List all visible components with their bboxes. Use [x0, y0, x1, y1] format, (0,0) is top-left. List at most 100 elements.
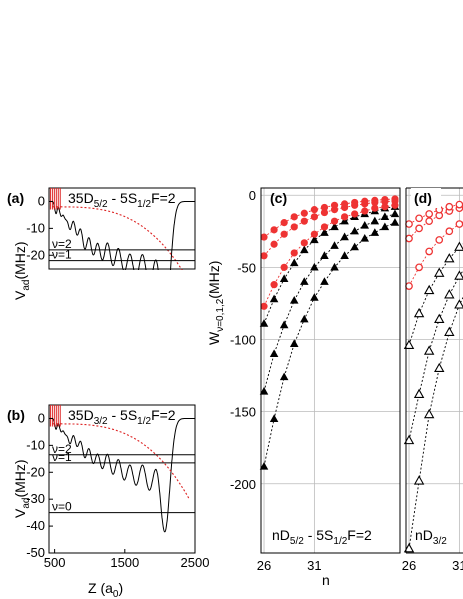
pc-data-point — [380, 212, 390, 221]
panel-a-title-sub2: 1/2 — [137, 199, 151, 210]
pd-data-point — [405, 282, 413, 290]
pc-data-point — [300, 245, 309, 254]
pb-xtick-label: 2500 — [181, 555, 210, 570]
pc-data-point — [270, 240, 278, 248]
pd-xtick-label: 26 — [402, 558, 416, 573]
pd-data-point — [454, 241, 463, 251]
panel-d-series — [403, 200, 463, 553]
pc-data-point — [269, 349, 279, 358]
pd-data-point — [423, 408, 435, 419]
pc-data-point — [269, 294, 279, 303]
pc-data-point — [280, 219, 288, 227]
panel-a-ylabel-sub: ad — [21, 280, 32, 291]
panel-d-ticks: 26 31 — [402, 558, 463, 573]
pd-data-point — [413, 475, 425, 485]
pd-data-point — [405, 220, 413, 228]
pc-data-point — [341, 213, 349, 221]
panel-d-grid — [406, 188, 463, 553]
pc-data-point — [330, 217, 339, 225]
pc-data-point — [269, 414, 279, 422]
pb-ytick-label: 0 — [38, 410, 45, 425]
pc-data-point — [279, 372, 289, 381]
pa-level-label: ν=1 — [52, 248, 72, 262]
pd-data-point — [415, 263, 423, 272]
pc-data-point — [351, 198, 359, 207]
panel-c-ylabel: Wν=0,1,2(MHz) — [206, 261, 226, 345]
pa-ytick-label: 0 — [38, 193, 45, 208]
pc-data-point — [330, 201, 339, 209]
panel-a-ylabel: Vad(MHz) — [12, 241, 32, 300]
pc-series-line — [263, 222, 396, 467]
pb-potential-curve — [49, 418, 195, 533]
pb-xtick-label: 500 — [44, 555, 66, 570]
panel-c-inset-main: nD — [272, 527, 290, 543]
pb-level-label: ν=2 — [52, 442, 72, 456]
pc-data-point — [320, 208, 329, 217]
panel-c-inset-mid: - 5S — [304, 527, 334, 543]
pd-data-point — [455, 200, 463, 209]
panel-b-levels: ν=2ν=1 ν=0 — [49, 442, 195, 514]
pd-data-point — [434, 313, 445, 323]
pd-data-point — [444, 326, 455, 336]
pc-data-point — [341, 200, 349, 208]
pc-data-point — [289, 296, 299, 304]
panel-b-title-sub2: 1/2 — [137, 416, 151, 427]
pd-data-point — [423, 284, 435, 295]
panel-a-ylabel-end: (MHz) — [12, 241, 28, 279]
pc-data-point — [280, 230, 288, 238]
pc-data-point — [320, 228, 329, 236]
pc-data-point — [310, 213, 318, 221]
pb-ytick-label: -20 — [26, 464, 45, 479]
pd-data-point — [454, 270, 463, 280]
panel-c-inset-end: F=2 — [347, 527, 372, 543]
panel-b-title: 35D3/2 - 5S1/2F=2 — [68, 407, 176, 427]
pc-data-point — [260, 252, 268, 260]
panel-c-inset-label: nD5/2 - 5S1/2F=2 — [272, 527, 372, 547]
panel-a-ylabel-main: V — [12, 290, 28, 300]
pa-ytick-label: -20 — [26, 247, 45, 262]
pd-data-point — [415, 224, 423, 233]
pc-data-point — [330, 222, 339, 231]
panel-c: 0 -50 -100 -150 -200 26 31 (c) Wν=0,1,2(MHz) n… — [206, 187, 401, 588]
pc-data-point — [371, 204, 379, 212]
panel-c-ticks: 0 -50 -100 -150 -200 26 31 — [230, 188, 322, 573]
panel-c-inset-sub1: 5/2 — [290, 536, 304, 547]
pd-data-point — [444, 289, 455, 299]
pb-level-label: ν=0 — [52, 500, 72, 514]
pd-data-point — [434, 267, 445, 277]
panel-a-title-main: 35D — [68, 190, 94, 206]
pd-data-point — [413, 307, 425, 318]
pc-data-point — [270, 226, 278, 234]
pc-ytick-label: -200 — [230, 477, 256, 492]
pc-data-point — [391, 195, 399, 203]
pc-data-point — [310, 262, 319, 271]
pc-data-point — [310, 230, 318, 238]
pc-data-point — [370, 216, 380, 225]
pd-data-point — [454, 299, 463, 309]
panel-c-grid — [261, 188, 400, 553]
pd-data-point — [413, 388, 425, 399]
pa-envelope-curve — [52, 206, 183, 270]
pc-data-point — [320, 203, 329, 212]
pc-data-point — [300, 239, 308, 247]
pc-series-line — [263, 213, 396, 392]
pc-data-point — [310, 206, 318, 214]
pc-data-point — [289, 258, 299, 267]
panel-d-inset-label: nD3/2 — [415, 527, 447, 547]
pc-data-point — [280, 263, 288, 271]
pa-ytick-label: -10 — [26, 220, 45, 235]
panel-b-ylabel-end: (MHz) — [12, 459, 28, 497]
pc-data-point — [340, 216, 349, 225]
panel-b-curves — [49, 405, 195, 533]
pc-data-point — [290, 223, 298, 231]
panel-d-inset-main: nD — [415, 527, 433, 543]
pb-ytick-label: -40 — [26, 518, 45, 533]
pb-ytick-label: -50 — [26, 545, 45, 560]
pd-data-point — [434, 362, 445, 373]
panel-b-title-main: 35D — [68, 407, 94, 423]
pb-envelope-curve — [52, 423, 190, 500]
pc-ytick-label: -50 — [237, 260, 256, 275]
panel-a-title-mid: - 5S — [108, 190, 138, 206]
panel-a-curves — [49, 188, 195, 270]
